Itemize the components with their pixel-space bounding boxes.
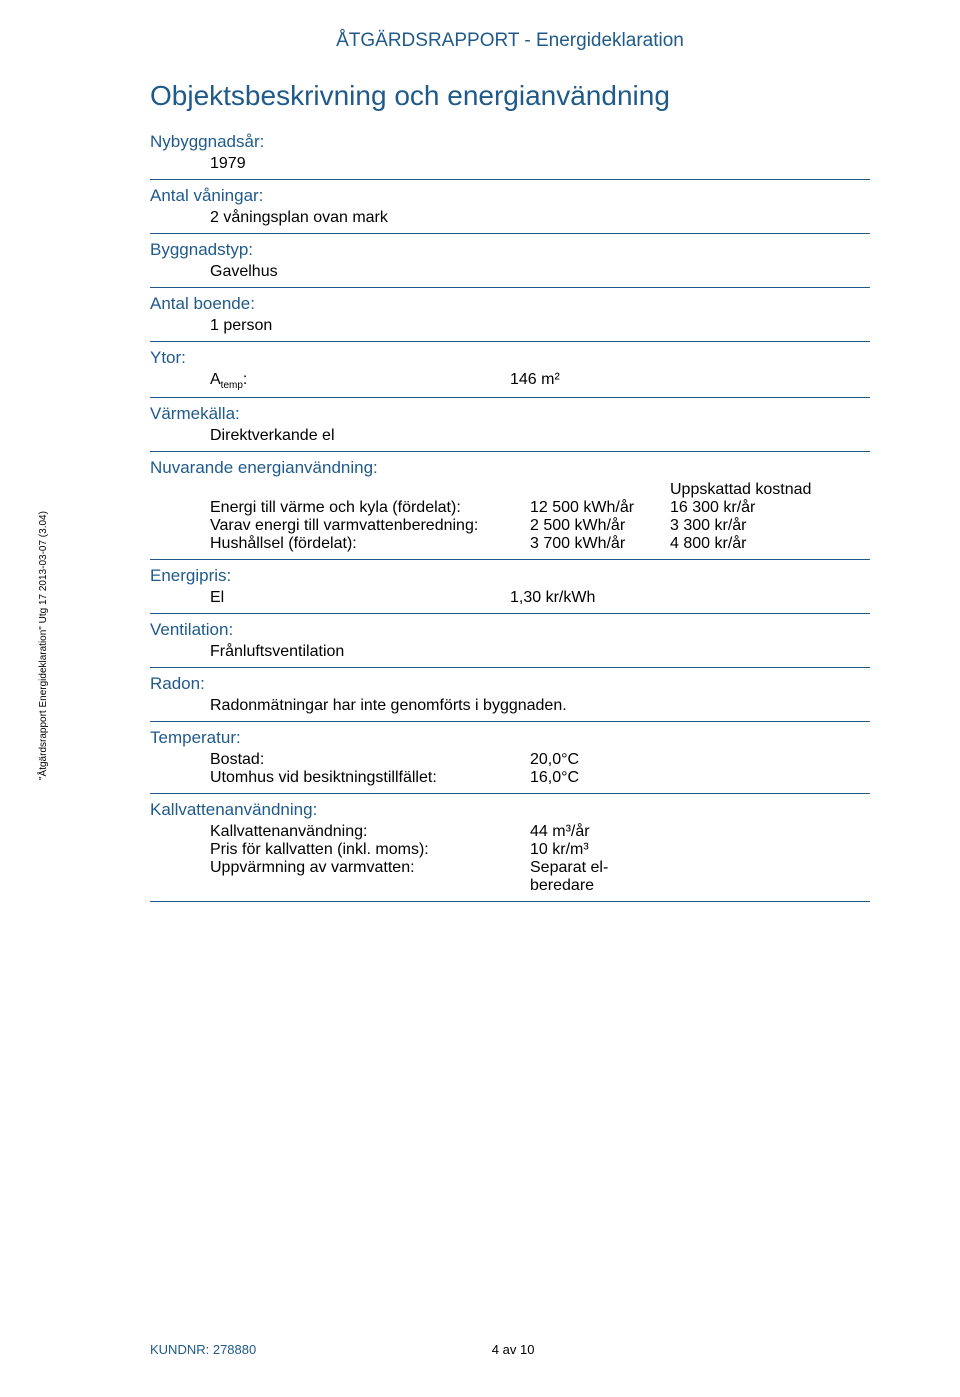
kallvatten-row: Kallvattenanvändning: 44 m³/år	[210, 823, 870, 841]
value-vaningar: 2 våningsplan ovan mark	[150, 209, 870, 234]
kallvatten-row-value: 10 kr/m³	[530, 841, 670, 859]
label-boende: Antal boende:	[150, 294, 870, 314]
usage-table: Uppskattad kostnad Energi till värme och…	[150, 481, 870, 560]
field-byggnadstyp: Byggnadstyp: Gavelhus	[150, 240, 870, 288]
value-ytor: Atemp: 146 m²	[150, 371, 870, 398]
usage-row: Energi till värme och kyla (fördelat): 1…	[210, 499, 870, 517]
temperatur-row: Bostad: 20,0°C	[210, 751, 870, 769]
usage-row-cost: 4 800 kr/år	[670, 535, 870, 553]
field-usage: Nuvarande energianvändning: Uppskattad k…	[150, 458, 870, 560]
usage-row-amount: 2 500 kWh/år	[530, 517, 670, 535]
usage-row-name: Varav energi till varmvattenberedning:	[210, 517, 530, 535]
kallvatten-row-name: Kallvattenanvändning:	[210, 823, 530, 841]
field-energipris: Energipris: El 1,30 kr/kWh	[150, 566, 870, 614]
field-boende: Antal boende: 1 person	[150, 294, 870, 342]
sidebar-meta-text: "Åtgärdsrapport Energideklaration" Utg 1…	[38, 511, 49, 780]
label-temperatur: Temperatur:	[150, 728, 870, 748]
field-varmekalla: Värmekälla: Direktverkande el	[150, 404, 870, 452]
usage-row-amount: 12 500 kWh/år	[530, 499, 670, 517]
kallvatten-row: Pris för kallvatten (inkl. moms): 10 kr/…	[210, 841, 870, 859]
usage-row: Varav energi till varmvattenberedning: 2…	[210, 517, 870, 535]
temperatur-row: Utomhus vid besiktningstillfället: 16,0°…	[210, 769, 870, 787]
usage-row-amount: 3 700 kWh/år	[530, 535, 670, 553]
section-title: Objektsbeskrivning och energianvändning	[150, 80, 870, 112]
label-usage: Nuvarande energianvändning:	[150, 458, 870, 478]
label-byggnadstyp: Byggnadstyp:	[150, 240, 870, 260]
kallvatten-row-value: 44 m³/år	[530, 823, 670, 841]
kallvatten-table: Kallvattenanvändning: 44 m³/år Pris för …	[150, 823, 870, 902]
temperatur-row-name: Bostad:	[210, 751, 530, 769]
field-vaningar: Antal våningar: 2 våningsplan ovan mark	[150, 186, 870, 234]
value-ventilation: Frånluftsventilation	[150, 643, 870, 668]
value-nybyggnadsar: 1979	[150, 155, 870, 180]
energipris-value: 1,30 kr/kWh	[510, 589, 870, 607]
field-ytor: Ytor: Atemp: 146 m²	[150, 348, 870, 398]
label-ytor: Ytor:	[150, 348, 870, 368]
ytor-atemp-value: 146 m²	[510, 371, 870, 391]
value-byggnadstyp: Gavelhus	[150, 263, 870, 288]
label-ventilation: Ventilation:	[150, 620, 870, 640]
label-radon: Radon:	[150, 674, 870, 694]
field-temperatur: Temperatur: Bostad: 20,0°C Utomhus vid b…	[150, 728, 870, 794]
label-kallvatten: Kallvattenanvändning:	[150, 800, 870, 820]
usage-cost-header: Uppskattad kostnad	[670, 481, 870, 499]
temperatur-row-name: Utomhus vid besiktningstillfället:	[210, 769, 530, 787]
kallvatten-row-value: Separat el-beredare	[530, 859, 670, 895]
temperatur-row-value: 16,0°C	[530, 769, 670, 787]
usage-row-cost: 3 300 kr/år	[670, 517, 870, 535]
value-energipris: El 1,30 kr/kWh	[150, 589, 870, 614]
label-energipris: Energipris:	[150, 566, 870, 586]
field-radon: Radon: Radonmätningar har inte genomfört…	[150, 674, 870, 722]
value-radon: Radonmätningar har inte genomförts i byg…	[150, 697, 870, 722]
footer-page-number: 4 av 10	[156, 1342, 870, 1357]
kallvatten-row: Uppvärmning av varmvatten: Separat el-be…	[210, 859, 870, 895]
usage-row-name: Hushållsel (fördelat):	[210, 535, 530, 553]
usage-row: Hushållsel (fördelat): 3 700 kWh/år 4 80…	[210, 535, 870, 553]
label-vaningar: Antal våningar:	[150, 186, 870, 206]
temperatur-row-value: 20,0°C	[530, 751, 670, 769]
field-nybyggnadsar: Nybyggnadsår: 1979	[150, 132, 870, 180]
temperatur-table: Bostad: 20,0°C Utomhus vid besiktningsti…	[150, 751, 870, 794]
field-ventilation: Ventilation: Frånluftsventilation	[150, 620, 870, 668]
kallvatten-row-name: Pris för kallvatten (inkl. moms):	[210, 841, 530, 859]
kallvatten-row-name: Uppvärmning av varmvatten:	[210, 859, 530, 895]
page-footer: KUNDNR: 278880 4 av 10	[150, 1342, 870, 1357]
document-header: ÅTGÄRDSRAPPORT - Energideklaration	[150, 30, 870, 52]
label-varmekalla: Värmekälla:	[150, 404, 870, 424]
ytor-atemp-label: Atemp:	[210, 371, 510, 391]
value-boende: 1 person	[150, 317, 870, 342]
energipris-name: El	[210, 589, 510, 607]
field-kallvatten: Kallvattenanvändning: Kallvattenanvändni…	[150, 800, 870, 902]
usage-row-name: Energi till värme och kyla (fördelat):	[210, 499, 530, 517]
label-nybyggnadsar: Nybyggnadsår:	[150, 132, 870, 152]
usage-row-cost: 16 300 kr/år	[670, 499, 870, 517]
value-varmekalla: Direktverkande el	[150, 427, 870, 452]
